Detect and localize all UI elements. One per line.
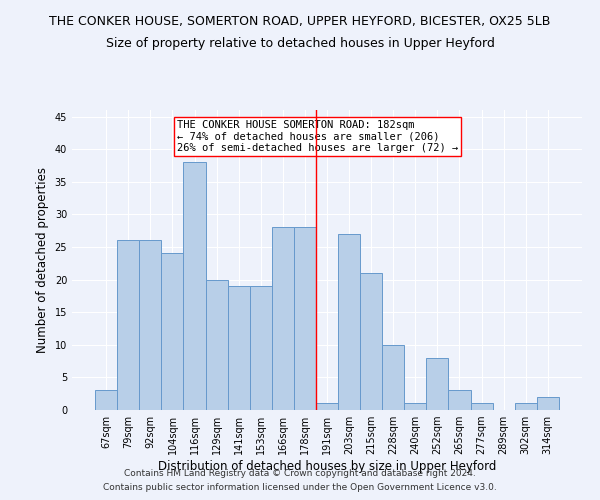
Bar: [470, 404, 493, 410]
Text: Size of property relative to detached houses in Upper Heyford: Size of property relative to detached ho…: [106, 38, 494, 51]
Text: THE CONKER HOUSE, SOMERTON ROAD, UPPER HEYFORD, BICESTER, OX25 5LB: THE CONKER HOUSE, SOMERTON ROAD, UPPER H…: [49, 15, 551, 28]
Bar: [537, 397, 559, 410]
Bar: [515, 404, 537, 410]
Bar: [250, 286, 272, 410]
Bar: [404, 404, 427, 410]
Bar: [316, 404, 338, 410]
Bar: [139, 240, 161, 410]
Bar: [206, 280, 227, 410]
Bar: [184, 162, 206, 410]
Bar: [161, 254, 184, 410]
Text: Contains public sector information licensed under the Open Government Licence v3: Contains public sector information licen…: [103, 484, 497, 492]
Bar: [427, 358, 448, 410]
Bar: [338, 234, 360, 410]
Bar: [448, 390, 470, 410]
Bar: [95, 390, 117, 410]
Bar: [294, 228, 316, 410]
Bar: [272, 228, 294, 410]
Y-axis label: Number of detached properties: Number of detached properties: [36, 167, 49, 353]
Bar: [227, 286, 250, 410]
X-axis label: Distribution of detached houses by size in Upper Heyford: Distribution of detached houses by size …: [158, 460, 496, 473]
Text: Contains HM Land Registry data © Crown copyright and database right 2024.: Contains HM Land Registry data © Crown c…: [124, 468, 476, 477]
Bar: [360, 273, 382, 410]
Bar: [382, 345, 404, 410]
Bar: [117, 240, 139, 410]
Text: THE CONKER HOUSE SOMERTON ROAD: 182sqm
← 74% of detached houses are smaller (206: THE CONKER HOUSE SOMERTON ROAD: 182sqm ←…: [177, 120, 458, 153]
